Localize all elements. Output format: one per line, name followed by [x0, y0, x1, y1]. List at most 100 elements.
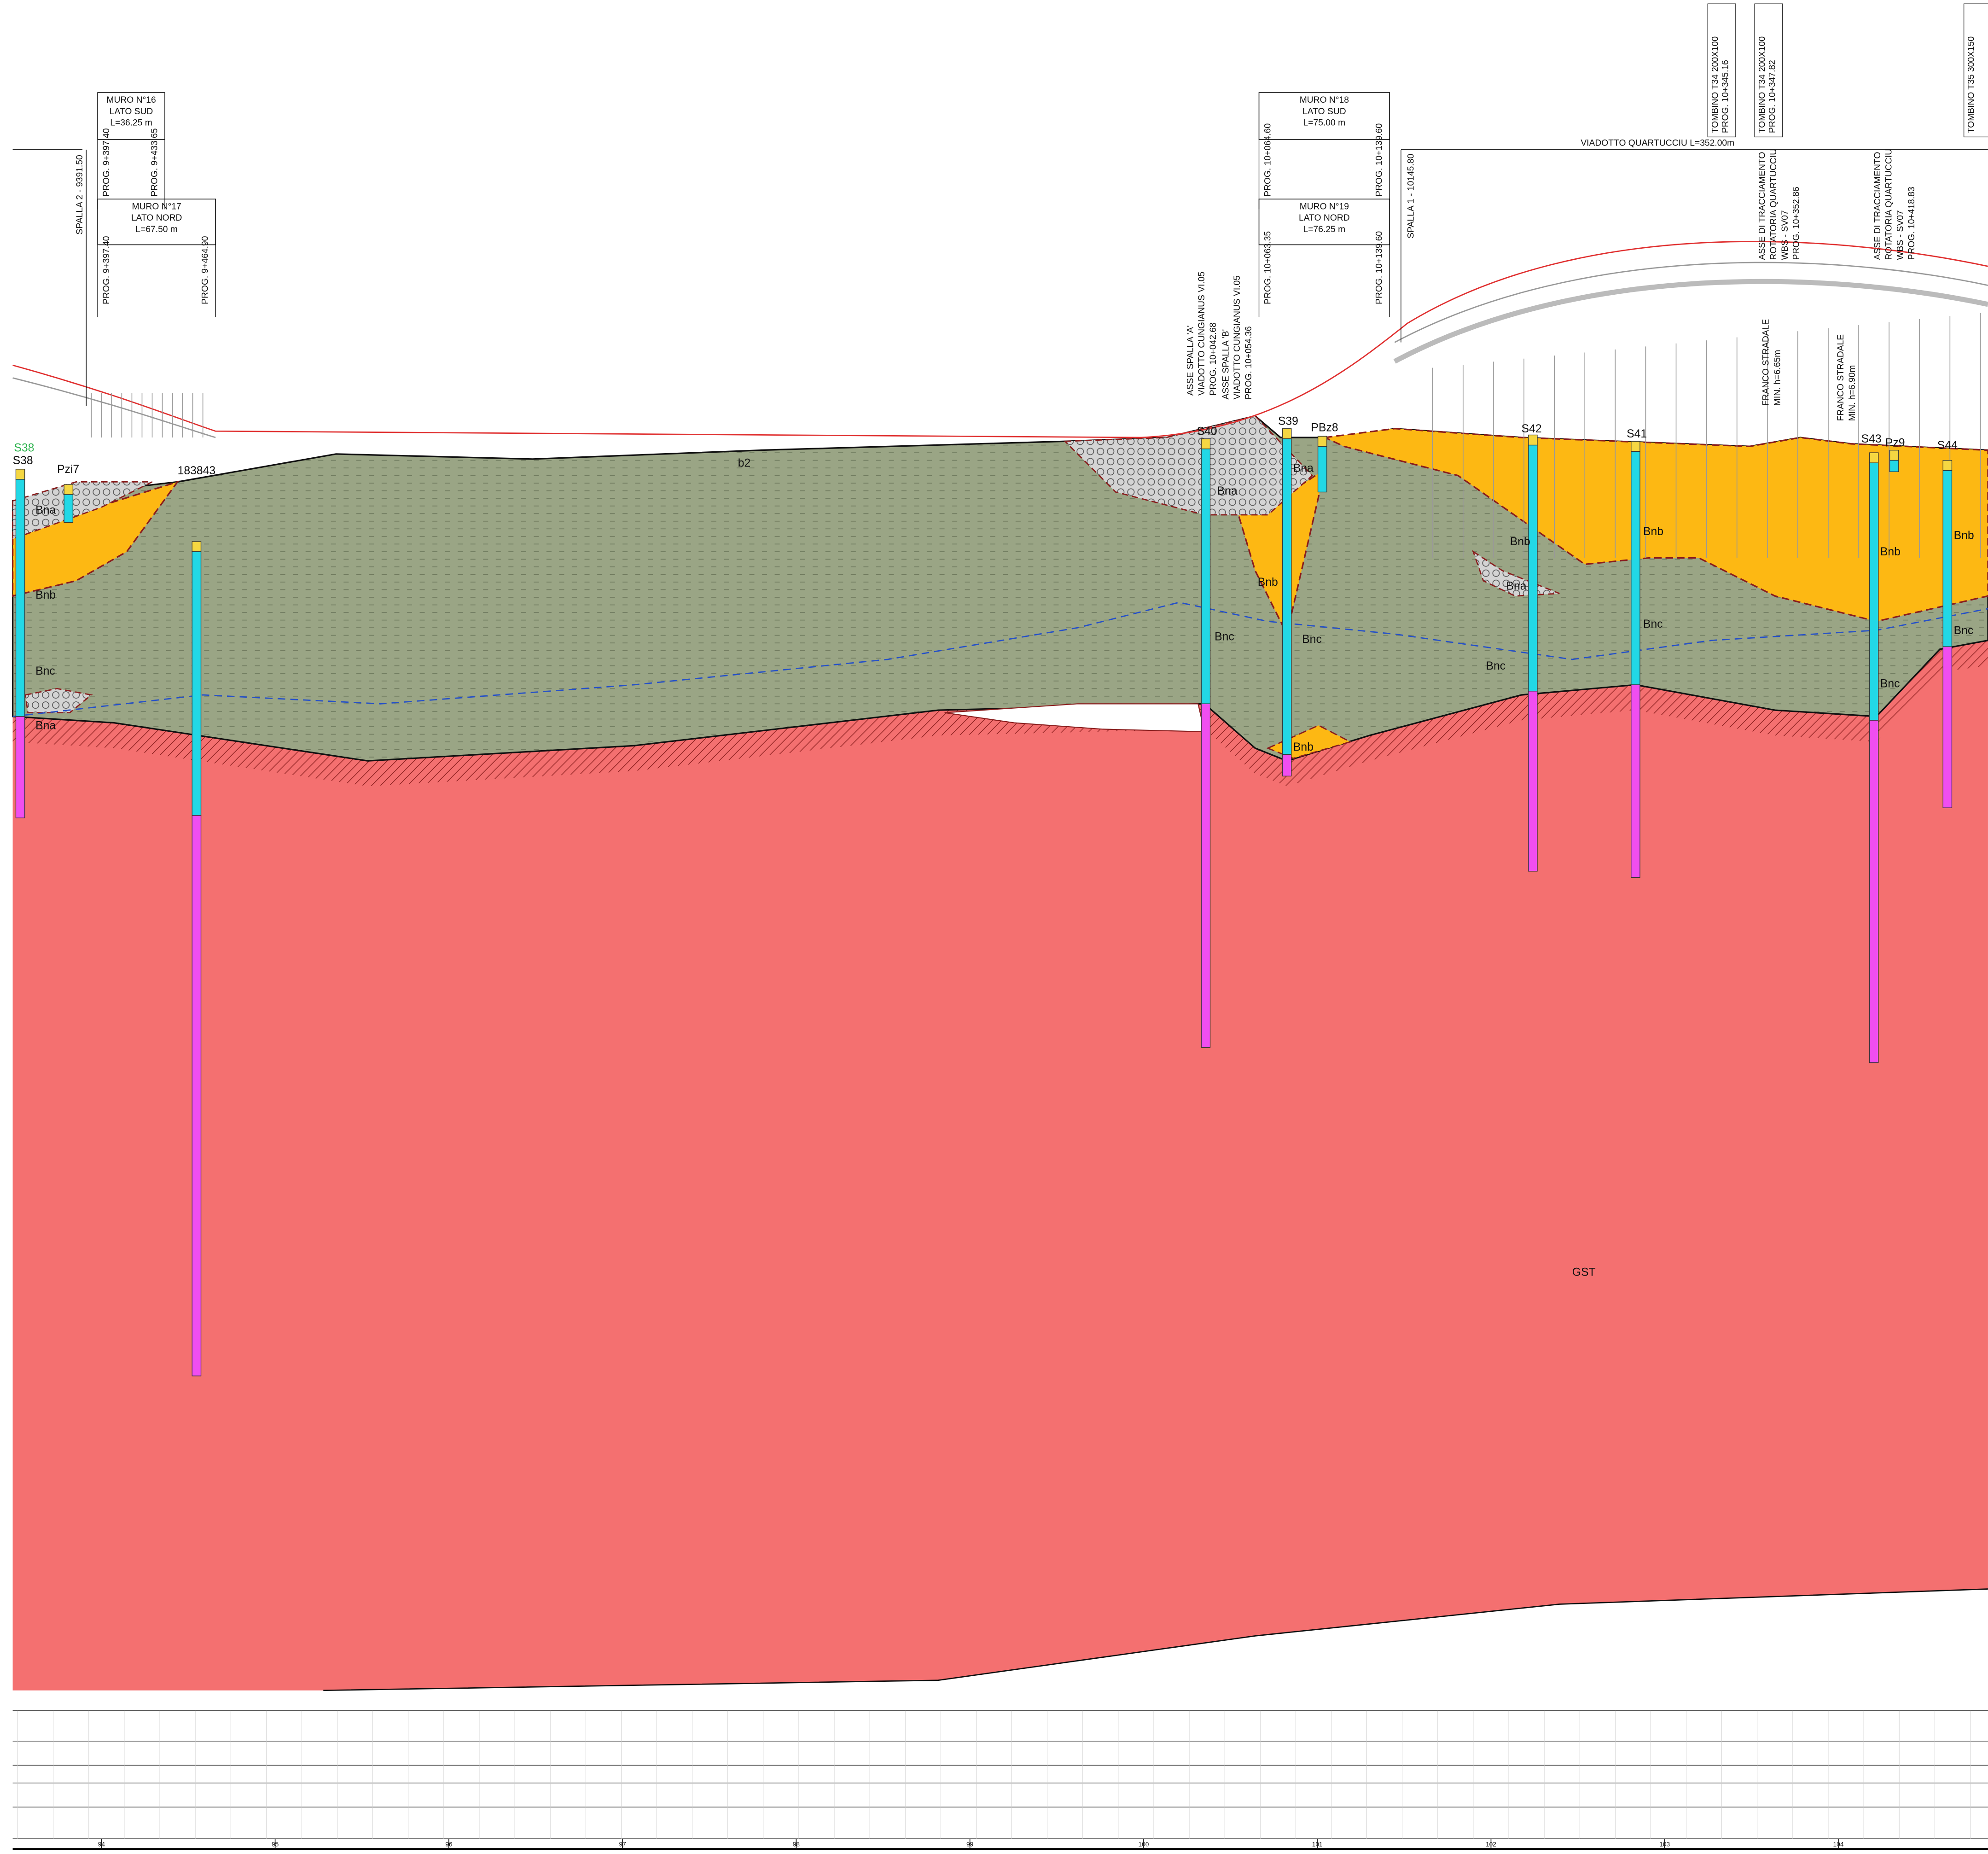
- borehole-top: [192, 542, 201, 552]
- stratum-label: Bnc: [1880, 678, 1900, 690]
- stratum-label: Bnb: [1643, 525, 1663, 538]
- wall-length: L=67.50 m: [135, 225, 178, 234]
- clearance-label: FRANCO STRADALE: [1836, 334, 1846, 421]
- road-profile: [13, 241, 1988, 437]
- scale-label: 94: [98, 1841, 105, 1848]
- axis-label: ROTATORIA QUARTUCCIU: [1769, 149, 1779, 260]
- axis-label: ASSE DI TRACCIAMENTO: [1757, 152, 1767, 260]
- culvert-label: TOMBINO T35 300X150: [1967, 36, 1976, 133]
- wall-side: LATO SUD: [1302, 107, 1346, 117]
- borehole-top: [1943, 461, 1952, 471]
- scale-label: 96: [445, 1841, 453, 1848]
- scale-label: 95: [272, 1841, 279, 1848]
- clearance-label: FRANCO STRADALE: [1761, 319, 1771, 406]
- borehole-top: [1282, 429, 1291, 439]
- wall-length: L=76.25 m: [1303, 225, 1346, 234]
- borehole-label: 183843: [178, 465, 216, 477]
- wall-name: MURO N°16: [106, 95, 156, 105]
- borehole-top: [1318, 436, 1327, 446]
- section-drawing: S38S38Pzi7183843S40S39PBz8S42S41S43Pz9S4…: [0, 0, 1988, 1854]
- scale-label: 103: [1659, 1841, 1670, 1848]
- culvert-label: PROG. 10+347.82: [1767, 60, 1777, 133]
- spalla-axis-label: PROG. 10+054.36: [1244, 326, 1254, 399]
- stratum-label: Bnc: [35, 665, 55, 677]
- borehole-magenta: [1943, 647, 1952, 808]
- wall-start: PROG. 9+397.40: [102, 128, 111, 196]
- wall-name: MURO N°19: [1300, 202, 1349, 211]
- borehole-cyan: [192, 552, 201, 816]
- stratum-label: Bna: [1293, 462, 1314, 474]
- wall-name: MURO N°17: [132, 202, 181, 211]
- axis-label: WBS - SV07: [1780, 210, 1790, 260]
- scale-label: 99: [966, 1841, 973, 1848]
- borehole-top: [64, 484, 73, 495]
- borehole-cyan: [1529, 445, 1537, 691]
- scale-label: 98: [793, 1841, 800, 1848]
- stratum-label: Bnc: [1643, 618, 1663, 630]
- borehole-label: S42: [1522, 423, 1542, 435]
- profile-table: 949596979899100101102103104: [13, 1711, 1988, 1849]
- borehole-top: [1631, 441, 1640, 451]
- borehole-label: S40: [1197, 426, 1217, 438]
- borehole-magenta: [1869, 720, 1878, 1063]
- bridge: [13, 241, 1988, 437]
- wall-end: PROG. 9+464.90: [201, 236, 210, 304]
- stratum-label: Bna: [1217, 485, 1238, 497]
- borehole-cyan: [1282, 439, 1291, 755]
- deck: [1395, 281, 1988, 361]
- culvert-label: TOMBINO T34 200X100: [1757, 36, 1767, 133]
- stratum-label: Bnc: [1954, 624, 1974, 637]
- spalla-axis-label: VIADOTTO CUNGIANUS VI.05: [1197, 272, 1207, 396]
- stratum-label: GST: [1572, 1266, 1596, 1278]
- borehole-label: S41: [1627, 428, 1647, 440]
- gst-layer: [13, 641, 1988, 1691]
- stratum-label: b2: [738, 457, 751, 469]
- borehole-label: S44: [1937, 439, 1958, 452]
- borehole-label: Pzi7: [57, 463, 79, 476]
- wall-side: LATO NORD: [131, 213, 182, 223]
- stratum-label: Bnb: [1510, 536, 1530, 548]
- scale-label: 104: [1833, 1841, 1844, 1848]
- spalla-axis-label: ASSE SPALLA 'A': [1186, 326, 1195, 396]
- borehole-magenta: [1631, 685, 1640, 878]
- scale-label: 100: [1138, 1841, 1149, 1848]
- borehole-top: [1529, 435, 1537, 445]
- borehole-top: [1869, 453, 1878, 463]
- borehole-label: Pz9: [1885, 437, 1905, 449]
- culvert-label: TOMBINO T34 200X100: [1710, 36, 1720, 133]
- borehole-cyan: [1869, 463, 1878, 720]
- stratum-label: Bnc: [1215, 631, 1234, 643]
- borehole-top: [16, 469, 24, 479]
- borehole-cyan: [1890, 461, 1899, 472]
- spalla-axis-label: ASSE SPALLA 'B': [1221, 329, 1231, 400]
- wall-end: PROG. 10+139.60: [1375, 231, 1384, 304]
- spalla-axis-label: VIADOTTO CUNGIANUS VI.05: [1232, 275, 1242, 399]
- borehole-label: S38: [14, 442, 34, 454]
- clearance-label: MIN. h=6.65m: [1773, 350, 1782, 406]
- borehole-label: S38: [13, 455, 33, 467]
- stratum-label: Bnb: [1293, 741, 1314, 753]
- axis-label: PROG. 10+418.83: [1907, 187, 1917, 260]
- stratum-label: Bnb: [1954, 529, 1974, 542]
- stratum-label: Bna: [35, 504, 56, 516]
- wall-end: PROG. 9+433.65: [150, 128, 160, 196]
- borehole-label: S43: [1861, 433, 1882, 445]
- axis-label: ASSE DI TRACCIAMENTO: [1873, 152, 1883, 260]
- borehole-top: [1201, 439, 1210, 449]
- borehole-magenta: [1201, 704, 1210, 1047]
- stratum-label: Bnb: [1880, 546, 1901, 558]
- borehole-magenta: [16, 717, 24, 818]
- borehole-label: PBz8: [1311, 421, 1338, 434]
- wall-start: PROG. 9+397.40: [102, 236, 111, 304]
- stratum-label: Bna: [1506, 580, 1527, 592]
- stratum-label: Bnb: [35, 589, 56, 601]
- spalla-axis-label: PROG. 10+042.68: [1209, 322, 1218, 396]
- stratum-label: Bnc: [1302, 633, 1322, 646]
- clearance-label: MIN. h=6.90m: [1848, 365, 1857, 421]
- scale-label: 102: [1486, 1841, 1496, 1848]
- stratum-label: Bna: [35, 719, 56, 732]
- wall-end: PROG. 10+139.60: [1375, 123, 1384, 197]
- borehole-magenta: [1529, 691, 1537, 871]
- wall-name: MURO N°18: [1300, 95, 1349, 105]
- geology: [13, 416, 1988, 1691]
